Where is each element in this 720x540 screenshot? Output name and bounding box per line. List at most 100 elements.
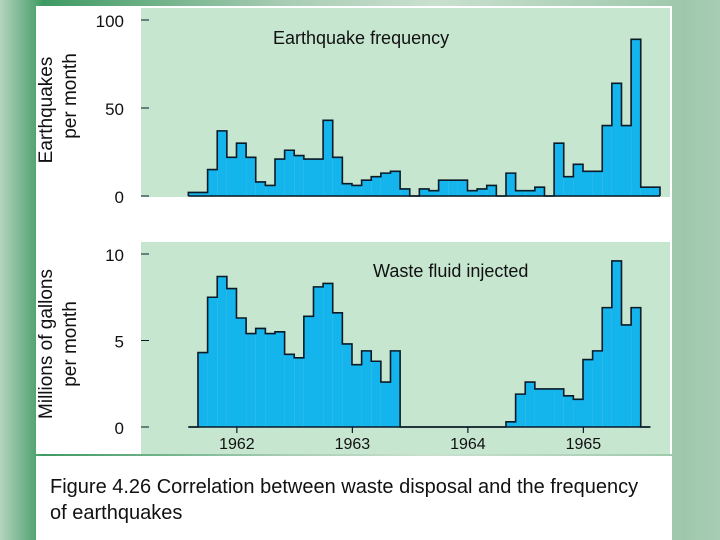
bar: [563, 176, 574, 196]
bar-outline: [188, 260, 651, 428]
bar: [448, 180, 458, 196]
bar: [592, 171, 603, 196]
bar: [217, 276, 227, 427]
bar: [534, 388, 545, 427]
bar: [323, 120, 333, 196]
bar: [534, 187, 545, 196]
earthquake-chart-title: Earthquake frequency: [273, 28, 449, 48]
earthquake-ylabel-line1: Earthquakes: [36, 57, 57, 164]
bar: [554, 388, 564, 427]
bar: [505, 421, 516, 427]
y-tick-label: 50: [105, 100, 124, 119]
y-tick-label: 5: [115, 333, 124, 352]
bar: [197, 352, 208, 427]
bar: [602, 307, 612, 427]
bar: [342, 183, 352, 196]
bar: [303, 159, 314, 196]
bar: [207, 169, 218, 196]
bar: [621, 125, 632, 196]
bar: [573, 399, 583, 427]
bar: [197, 192, 208, 196]
earthquake-y-ticks: 0 50 100: [96, 12, 149, 207]
bar: [294, 155, 304, 196]
waste-bars: [188, 260, 651, 428]
bar: [467, 190, 478, 196]
bar: [428, 190, 439, 196]
waste-ylabel-line2: per month: [60, 301, 81, 387]
bar: [477, 188, 487, 196]
bar: [371, 361, 381, 427]
bar: [313, 159, 324, 196]
bar: [361, 180, 372, 196]
bar: [246, 333, 256, 427]
bar: [284, 354, 295, 427]
bar: [400, 188, 410, 196]
bar: [621, 324, 632, 427]
waste-ylabel-line1: Millions of gallons: [36, 269, 57, 419]
bar: [611, 83, 622, 196]
bar: [563, 395, 574, 427]
bar: [582, 359, 593, 427]
bar: [515, 190, 526, 196]
bar: [380, 382, 391, 427]
bar: [544, 388, 555, 427]
x-tick-label: 1964: [450, 436, 486, 453]
bar: [351, 185, 362, 196]
waste-fluid-chart: Waste fluid injected Millions of gallons…: [36, 242, 670, 454]
y-tick-label: 0: [115, 188, 124, 207]
bar: [573, 164, 583, 196]
earthquake-bars: [187, 38, 661, 197]
bar: [226, 157, 237, 196]
bar: [419, 188, 429, 196]
bar: [294, 357, 304, 427]
y-tick-label: 100: [96, 12, 124, 31]
bar: [226, 288, 237, 427]
bar: [438, 180, 449, 196]
bar: [236, 143, 247, 196]
waste-y-ticks: 0 5 10: [105, 246, 149, 438]
bar: [631, 307, 641, 427]
figure-panel: Earthquake frequency Earthquakes per mon…: [36, 6, 672, 454]
waste-chart-title: Waste fluid injected: [373, 261, 528, 281]
bar: [246, 157, 256, 196]
bar: [255, 181, 266, 196]
bar: [631, 39, 641, 196]
bar: [332, 312, 343, 427]
bar: [650, 187, 660, 196]
bar: [255, 328, 266, 427]
bar: [592, 350, 603, 427]
earthquake-injection-figure: Earthquake frequency Earthquakes per mon…: [36, 8, 670, 454]
bar: [602, 125, 612, 196]
bar: [515, 394, 526, 427]
bar: [486, 185, 497, 196]
bar: [274, 331, 285, 427]
bar: [390, 350, 401, 427]
year-x-ticks: 1962 1963 1964 1965: [219, 427, 601, 453]
bar: [332, 157, 343, 196]
bar: [207, 297, 218, 427]
bar: [371, 176, 381, 196]
bar: [361, 350, 372, 427]
bar: [505, 173, 516, 196]
figure-caption: Figure 4.26 Correlation between waste di…: [50, 476, 639, 524]
bar: [274, 159, 285, 196]
bar: [380, 173, 391, 196]
bar: [342, 343, 352, 427]
bar: [303, 316, 314, 427]
x-tick-label: 1962: [219, 436, 255, 453]
bar: [188, 192, 198, 196]
bar: [284, 150, 295, 196]
bar: [525, 190, 535, 196]
bar: [236, 318, 247, 427]
earthquake-ylabel-line2: per month: [60, 53, 81, 139]
bar: [265, 333, 275, 427]
bar: [525, 382, 535, 427]
bar: [457, 180, 468, 196]
bar: [265, 185, 275, 196]
bar: [351, 364, 362, 427]
earthquake-frequency-chart: Earthquake frequency Earthquakes per mon…: [36, 8, 670, 207]
bar: [390, 171, 401, 196]
x-tick-label: 1963: [335, 436, 371, 453]
bar: [313, 286, 324, 427]
figure-caption-box: Figure 4.26 Correlation between waste di…: [36, 456, 672, 540]
